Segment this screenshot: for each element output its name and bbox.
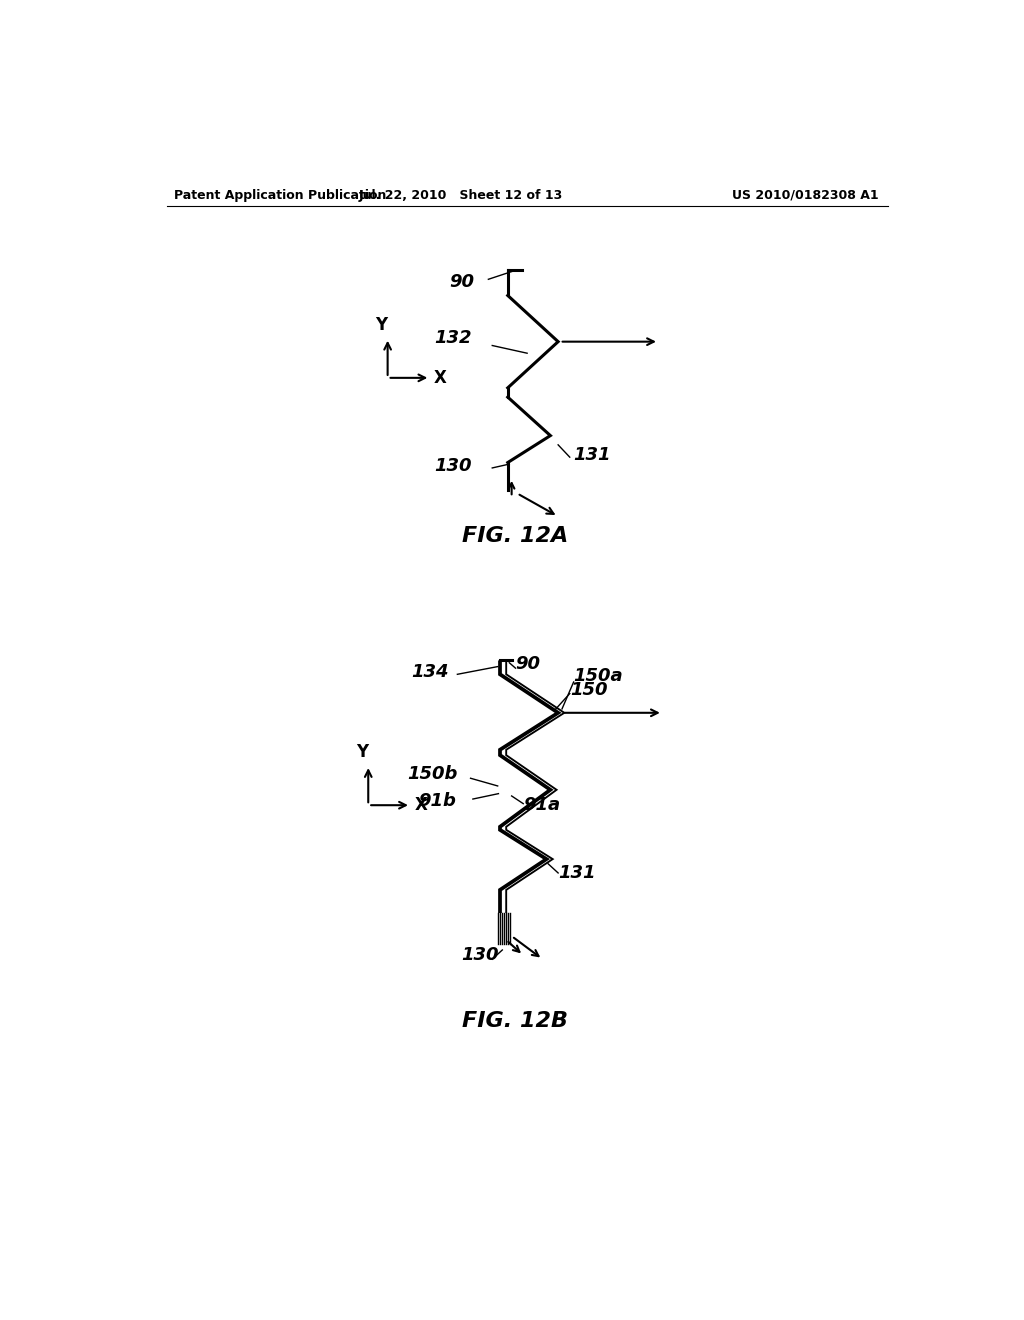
Text: 131: 131 <box>573 446 611 463</box>
Text: 130: 130 <box>434 458 472 475</box>
Text: 150b: 150b <box>407 766 458 783</box>
Text: Y: Y <box>376 315 387 334</box>
Text: 90: 90 <box>515 655 541 673</box>
Text: 134: 134 <box>411 663 449 681</box>
Text: Patent Application Publication: Patent Application Publication <box>174 189 387 202</box>
Text: Jul. 22, 2010   Sheet 12 of 13: Jul. 22, 2010 Sheet 12 of 13 <box>359 189 563 202</box>
Text: 131: 131 <box>558 865 596 882</box>
Text: 130: 130 <box>461 946 499 965</box>
Text: X: X <box>415 796 428 814</box>
Text: 91b: 91b <box>419 792 457 810</box>
Text: 150a: 150a <box>573 667 624 685</box>
Text: 132: 132 <box>434 329 472 347</box>
Text: 91a: 91a <box>523 796 560 814</box>
Text: X: X <box>434 368 447 387</box>
Text: 150: 150 <box>569 681 607 698</box>
Text: FIG. 12B: FIG. 12B <box>463 1011 568 1031</box>
Text: Y: Y <box>356 743 368 762</box>
Text: FIG. 12A: FIG. 12A <box>463 525 568 545</box>
Text: US 2010/0182308 A1: US 2010/0182308 A1 <box>732 189 880 202</box>
Text: 90: 90 <box>450 273 475 290</box>
